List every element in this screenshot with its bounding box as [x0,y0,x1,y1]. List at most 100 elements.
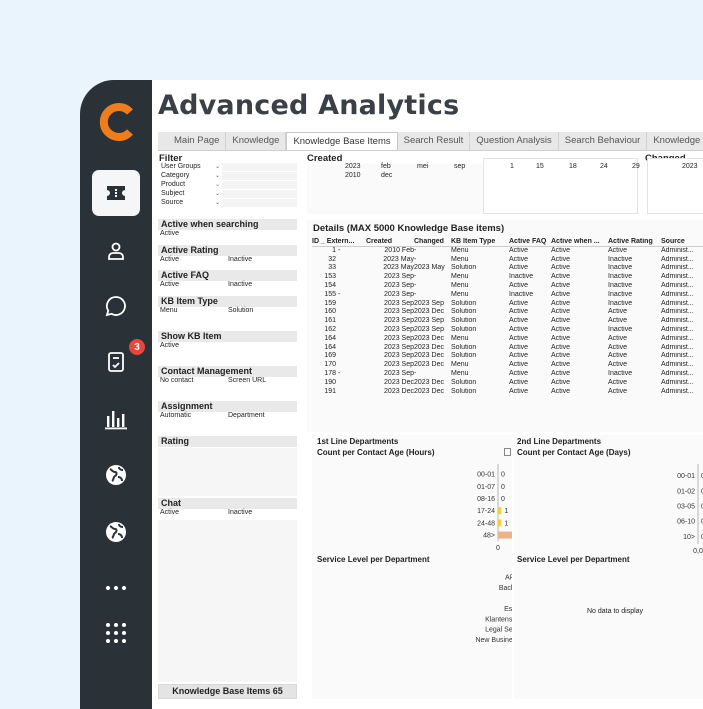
table-row[interactable]: 33 2023 May 2023 May Solution Active Active In… [312,264,703,273]
table-row[interactable]: 153 2023 Sep - Menu Inactive Active Inactive Ad… [312,273,703,282]
table-row[interactable]: 169 2023 Sep 2023 Dec Solution Active Active A… [312,352,703,361]
table-row[interactable]: 1-2010 Feb - Menu Active Active Active Adminis… [312,247,703,256]
table-cell: Active [551,387,571,395]
table-row[interactable]: 164 2023 Sep 2023 Dec Menu Active Active Activ… [312,335,703,344]
cell-extern [336,379,338,388]
table-cell: Administ... [661,343,694,351]
nav-globe-1[interactable] [92,452,140,498]
table-row[interactable]: 161 2023 Sep 2023 Sep Solution Active Active A… [312,317,703,326]
filter-assignment-department[interactable]: Department [228,412,265,419]
nav-more[interactable] [92,565,140,611]
export-icon[interactable] [504,448,511,456]
filter-assignment-automatic[interactable]: Automatic [160,412,192,419]
created-day-18[interactable]: 18 [569,163,577,170]
tab-question-analysis[interactable]: Question Analysis [470,132,559,150]
filter-contact-management-screen-url[interactable]: Screen URL [228,377,267,384]
filter-active-faq-title: Active FAQ [158,270,297,281]
created-year-2010[interactable]: 2010 [345,172,361,179]
filter-active-faq-inactive[interactable]: Inactive [228,281,253,288]
filter-field-subject[interactable]: Subject [161,190,185,197]
created-day-24[interactable]: 24 [600,163,608,170]
nav-tasks[interactable]: 3 [92,337,147,385]
nav-contacts[interactable] [92,228,140,274]
table-cell: Solution [451,352,477,360]
changed-year-2023[interactable]: 2023 [682,163,698,170]
filter-kb-item-type-menu[interactable]: Menu [160,307,178,314]
table-cell: Administ... [661,273,694,281]
col-active-rating[interactable]: Active Rating [608,238,653,245]
table-row[interactable]: 160 2023 Sep 2023 Dec Solution Active Active A… [312,308,703,317]
tab-search-result[interactable]: Search Result [398,132,471,150]
tab-search-behaviour[interactable]: Search Behaviour [559,132,648,150]
col-changed[interactable]: Changed [414,238,444,245]
filter-field-category[interactable]: Category [161,172,190,179]
apps-grid-icon [106,623,126,643]
nav-apps[interactable] [92,610,140,656]
col-id-extern[interactable]: ID _ Extern... [312,238,355,245]
table-row[interactable]: 159 2023 Sep 2023 Sep Solution Active Active I… [312,300,703,309]
data-label: 0 [501,472,505,479]
filter-search-boxes[interactable] [222,163,297,208]
table-row[interactable]: 162 2023 Sep 2023 Sep Solution Active Active I… [312,326,703,335]
table-row[interactable]: 32 2023 May - Menu Active Active Inactive Admin… [312,256,703,265]
filter-chat-inactive[interactable]: Inactive [228,509,253,516]
created-day-29[interactable]: 29 [632,163,640,170]
created-year-2023[interactable]: 2023 [345,163,361,170]
created-month-mei[interactable]: mei [417,163,429,170]
tab-knowledge-2[interactable]: Knowledge [647,132,703,150]
filter-active-rating-active[interactable]: Active [160,256,180,263]
tab-main-page[interactable]: Main Page [158,132,227,150]
created-month-dec[interactable]: dec [381,172,393,179]
filter-chat-active[interactable]: Active [160,509,180,516]
nav-analytics[interactable] [92,396,140,442]
created-day-1[interactable]: 1 [510,163,514,170]
table-cell: Administ... [661,334,694,342]
filter-active-rating-inactive[interactable]: Inactive [228,256,253,263]
filter-active-when-searching-active[interactable]: Active [160,230,180,237]
created-month-sep[interactable]: sep [454,163,466,170]
table-row[interactable]: 154 2023 Sep - Menu Active Active Inactive Admi… [312,282,703,291]
table-row[interactable]: 190 2023 Dec 2023 Dec Solution Active Active A… [312,379,703,388]
col-source[interactable]: Source [661,238,685,245]
nav-globe-2[interactable] [92,509,140,555]
table-cell: 2023 Sep [384,317,414,325]
table-row[interactable]: 191 2023 Dec 2023 Dec Solution Active Active A… [312,388,703,397]
created-month-feb[interactable]: feb [381,163,391,170]
tab-knowledge-base-items[interactable]: Knowledge Base Items [286,132,398,150]
table-row[interactable]: 164 2023 Sep 2023 Dec Solution Active Active A… [312,344,703,353]
filter-field-product[interactable]: Product [161,181,186,188]
table-row[interactable]: 178-2023 Sep - Menu Active Active Inactive Adm… [312,370,703,379]
col-active-when[interactable]: Active when ... [551,238,600,245]
filter-field-user-groups[interactable]: User Groups [161,163,201,170]
nav-tickets[interactable] [92,170,140,216]
table-row[interactable]: 155-2023 Sep - Menu Inactive Active Inactive A… [312,291,703,300]
nav-chat[interactable] [92,283,140,329]
col-active-faq[interactable]: Active FAQ [509,238,547,245]
category-label: Escalate [504,606,512,613]
notification-badge: 3 [127,337,147,357]
col-created[interactable]: Created [366,238,393,245]
brand-logo[interactable] [94,100,138,144]
filter-contact-management-no-contact[interactable]: No contact [160,377,194,384]
kb-items-count-button[interactable]: Knowledge Base Items 65 [158,684,297,699]
filter-kb-item-type-solution[interactable]: Solution [228,307,254,314]
table-row[interactable]: 170 2023 Sep 2023 Dec Menu Active Active Activ… [312,361,703,370]
filter-active-faq-active[interactable]: Active [160,281,180,288]
table-cell: Active [509,361,529,369]
category-label: 01-02 [677,488,695,495]
cell-extern [336,352,338,361]
cell-id: 161 [324,317,336,325]
table-cell: 162 [312,326,366,335]
filter-field-source[interactable]: Source [161,199,184,206]
created-day-15[interactable]: 15 [536,163,544,170]
table-cell: Active [551,264,571,272]
table-cell: Administ... [661,281,694,289]
tab-bar: Main Page Knowledge Knowledge Base Items… [158,132,703,151]
chart-hours: 00-01001-07008-16017-24124-48148>3801020… [477,464,512,552]
table-cell: Administ... [661,369,694,377]
table-cell: Menu [451,334,469,342]
page-title: Advanced Analytics [158,90,460,121]
tab-knowledge[interactable]: Knowledge [226,132,287,150]
filter-show-kb-item-active[interactable]: Active [160,342,180,349]
col-kb-item-type[interactable]: KB Item Type [451,238,496,245]
